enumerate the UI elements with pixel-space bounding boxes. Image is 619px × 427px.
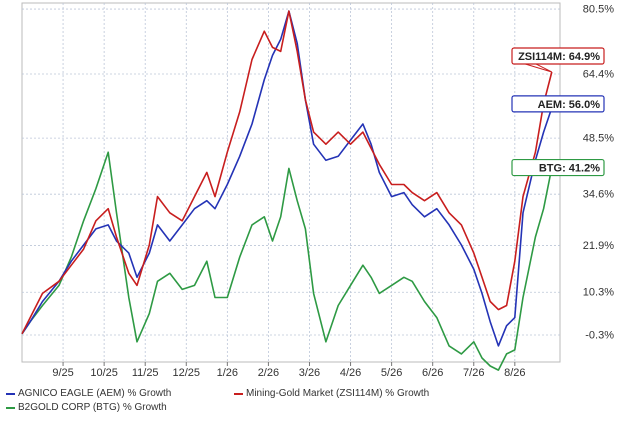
y-tick-label: -0.3% xyxy=(585,329,614,341)
callout-label-0: AEM: 56.0% xyxy=(538,99,601,111)
legend: AGNICO EAGLE (AEM) % Growth Mining-Gold … xyxy=(0,382,619,422)
legend-swatch-btg xyxy=(6,406,15,409)
x-tick-label: 8/26 xyxy=(504,367,525,379)
callout-box-0 xyxy=(511,95,605,113)
y-tick-label: 48.5% xyxy=(583,133,614,145)
callout-label-2: BTG: 41.2% xyxy=(539,163,600,175)
y-tick-label: 10.3% xyxy=(583,287,614,299)
x-tick-label: 2/26 xyxy=(258,367,279,379)
legend-swatch-aem xyxy=(6,392,15,395)
legend-label-aem: AGNICO EAGLE (AEM) % Growth xyxy=(18,388,172,399)
x-tick-label: 7/26 xyxy=(463,367,484,379)
callout-label-1: ZSI114M: 64.9% xyxy=(518,51,600,63)
x-tick-label: 10/25 xyxy=(90,367,118,379)
callout-box-2 xyxy=(511,158,605,177)
legend-label-btg: B2GOLD CORP (BTG) % Growth xyxy=(18,402,167,413)
callout-box-1 xyxy=(511,47,605,65)
series-line-1 xyxy=(21,10,553,335)
x-tick-label: 4/26 xyxy=(340,367,361,379)
series-line-2 xyxy=(21,151,553,371)
y-tick-label: 34.6% xyxy=(583,189,614,201)
x-tick-label: 9/25 xyxy=(52,367,73,379)
x-tick-label: 3/26 xyxy=(299,367,320,379)
legend-item-btg: B2GOLD CORP (BTG) % Growth xyxy=(6,402,167,413)
legend-swatch-zsi114m xyxy=(234,392,243,395)
legend-label-zsi114m: Mining-Gold Market (ZSI114M) % Growth xyxy=(246,388,430,399)
x-tick-label: 6/26 xyxy=(422,367,443,379)
x-tick-label: 12/25 xyxy=(173,367,201,379)
x-tick-label: 11/25 xyxy=(132,367,159,379)
y-tick-label: 80.5% xyxy=(583,4,614,16)
legend-item-aem: AGNICO EAGLE (AEM) % Growth xyxy=(6,388,171,399)
series-line-0 xyxy=(21,10,553,347)
y-tick-label: 21.9% xyxy=(583,240,614,252)
x-tick-label: 1/26 xyxy=(217,367,238,379)
y-tick-label: 64.4% xyxy=(583,68,614,80)
x-tick-label: 5/26 xyxy=(381,367,402,379)
plot-area xyxy=(21,2,561,363)
legend-item-zsi114m: Mining-Gold Market (ZSI114M) % Growth xyxy=(234,388,429,399)
